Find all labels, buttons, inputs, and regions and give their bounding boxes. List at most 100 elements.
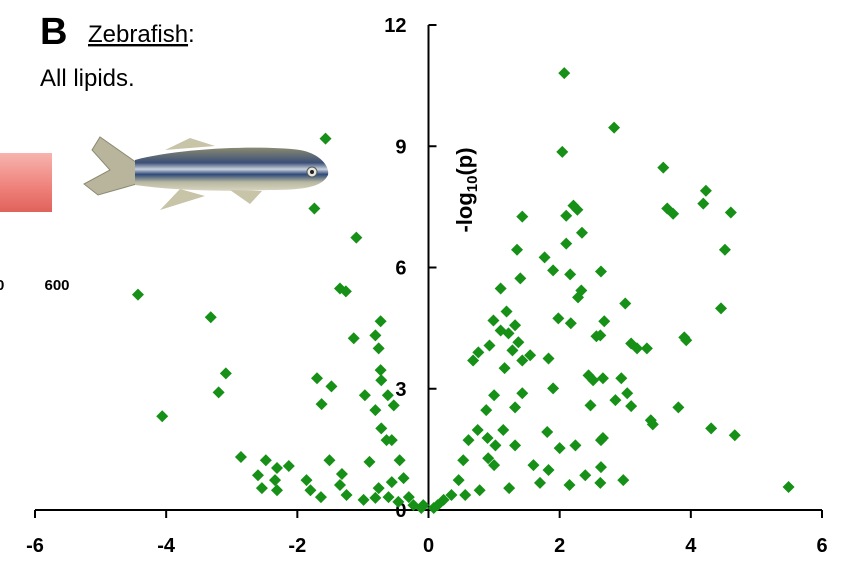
data-point: [369, 329, 382, 342]
x-tick-label: 4: [685, 535, 697, 557]
data-point: [503, 482, 516, 495]
data-point: [374, 364, 387, 377]
data-point: [527, 459, 540, 472]
y-label-sub: 10: [464, 176, 481, 193]
data-point: [369, 491, 382, 504]
x-tick-label: -2: [288, 535, 306, 557]
data-point: [782, 480, 795, 493]
data-point: [375, 422, 388, 435]
data-point: [357, 493, 370, 506]
data-point: [482, 452, 495, 465]
data-point: [462, 434, 475, 447]
data-point: [459, 489, 472, 502]
data-point: [594, 434, 607, 447]
data-point: [516, 387, 529, 400]
data-point: [271, 484, 284, 497]
data-point: [282, 459, 295, 472]
data-point: [697, 197, 710, 210]
data-point: [311, 372, 324, 385]
data-point: [363, 455, 376, 468]
data-point: [340, 489, 353, 502]
fragment-bar: [0, 153, 52, 212]
data-point: [564, 317, 577, 330]
data-point: [596, 372, 609, 385]
data-point: [219, 367, 232, 380]
data-point: [452, 474, 465, 487]
data-point: [533, 476, 546, 489]
data-point: [480, 404, 493, 417]
data-point: [347, 332, 360, 345]
data-point: [156, 410, 169, 423]
data-point: [358, 389, 371, 402]
data-point: [488, 459, 501, 472]
data-point: [621, 387, 634, 400]
data-point: [609, 394, 622, 407]
data-point: [392, 495, 405, 508]
data-point: [542, 463, 555, 476]
data-point: [314, 491, 327, 504]
data-point: [587, 374, 600, 387]
plot-area: -6 -4 -2 0 2 4 6 0 3 6 9 12: [26, 15, 827, 557]
y-tick-label: 6: [395, 258, 406, 280]
subtitle: All lipids.: [40, 65, 135, 92]
data-point: [524, 349, 537, 362]
organism-suffix: :: [188, 21, 195, 48]
data-point: [553, 442, 566, 455]
panel-letter: B: [40, 11, 67, 53]
data-point: [502, 327, 515, 340]
data-point: [498, 362, 511, 375]
data-point: [497, 423, 510, 436]
data-point: [375, 374, 388, 387]
data-point: [514, 272, 527, 285]
data-point: [516, 210, 529, 223]
data-point: [556, 145, 569, 158]
data-point: [563, 478, 576, 491]
data-point: [369, 404, 382, 417]
data-point: [374, 315, 387, 328]
data-point: [473, 484, 486, 497]
data-point: [255, 482, 268, 495]
data-point: [705, 422, 718, 435]
data-point: [718, 243, 731, 256]
data-point: [382, 491, 395, 504]
data-point: [594, 461, 607, 474]
data-point: [569, 439, 582, 452]
data-point: [204, 311, 217, 324]
data-point: [617, 474, 630, 487]
data-point: [315, 398, 328, 411]
data-point: [271, 461, 284, 474]
organism: Zebrafish:: [88, 21, 195, 48]
data-point: [516, 354, 529, 367]
fragment-tick: 0: [0, 277, 4, 294]
organism-name: Zebrafish: [88, 21, 188, 48]
data-point: [402, 491, 415, 504]
data-point: [560, 237, 573, 250]
data-point: [471, 423, 484, 436]
data-point: [547, 382, 560, 395]
data-point: [715, 302, 728, 315]
data-point: [572, 291, 585, 304]
y-label-main: -log: [452, 192, 477, 232]
fragment-tick: 600: [44, 277, 69, 294]
data-point: [509, 439, 522, 452]
y-tick-label: 3: [395, 379, 406, 401]
data-point: [372, 342, 385, 355]
data-point: [323, 454, 336, 467]
data-point: [511, 243, 524, 256]
x-tick-label: 2: [554, 535, 565, 557]
data-point: [259, 454, 272, 467]
data-point: [657, 161, 670, 174]
data-point: [487, 314, 500, 327]
data-point: [509, 319, 522, 332]
data-point: [646, 418, 659, 431]
data-point: [325, 380, 338, 393]
data-point: [488, 389, 501, 402]
data-point: [667, 207, 680, 220]
data-point: [397, 472, 410, 485]
data-point: [672, 401, 685, 414]
data-point: [560, 209, 573, 222]
y-tick-label: 9: [395, 136, 406, 158]
data-point: [304, 484, 317, 497]
fish-image: [83, 136, 329, 210]
